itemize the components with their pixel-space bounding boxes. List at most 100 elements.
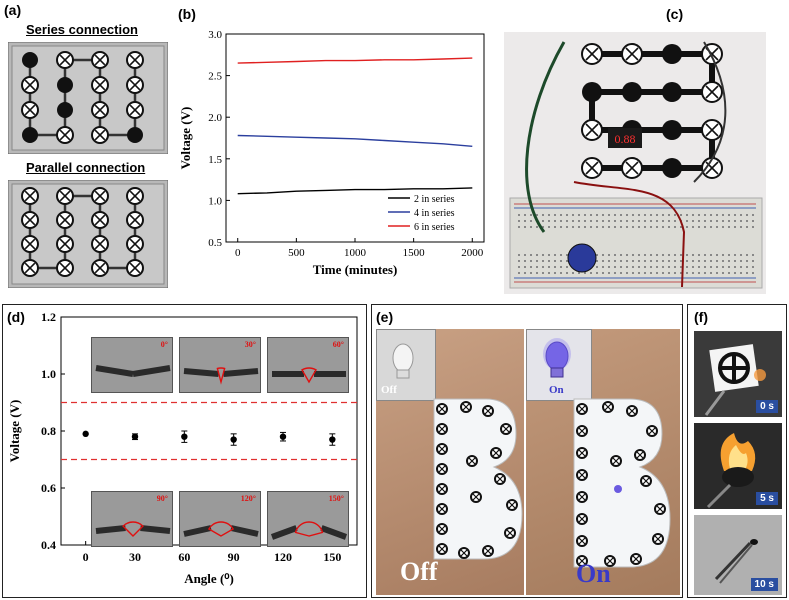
panel-b: (b) 0 500 1000 1500 2000 0.5 1.0 1.5 2.0 2.5 3.0 Ti…: [176, 2, 494, 292]
electrode-array: [581, 43, 723, 179]
y-axis-label: Voltage (V): [178, 107, 193, 170]
parallel-electrode: [56, 235, 74, 253]
panel-e: (e) Off Off On On: [371, 304, 683, 598]
bend-angle-inset: 30°: [179, 337, 261, 393]
parallel-electrode: [126, 211, 144, 229]
bend-angle-label: 30°: [244, 340, 256, 349]
b-electrode: [576, 513, 588, 525]
voltmeter-reading: 0.88: [615, 132, 636, 146]
legend-label: 4 in series: [414, 208, 455, 219]
b-electrode: [436, 543, 448, 555]
y-axis-label: Voltage (V): [7, 400, 22, 463]
b-electrode: [602, 401, 614, 413]
data-point: [329, 436, 336, 443]
y-tick-label: 1.5: [208, 154, 222, 166]
b-electrode: [436, 483, 448, 495]
b-electrode: [436, 443, 448, 455]
parallel-electrode: [91, 259, 109, 277]
bend-angle-label: 120°: [240, 494, 256, 503]
b-electrode: [654, 503, 666, 515]
b-electrode: [490, 447, 502, 459]
parallel-electrode: [126, 259, 144, 277]
b-electrode: [626, 405, 638, 417]
bend-angle-label: 150°: [328, 494, 344, 503]
capacitor: [567, 243, 597, 273]
parallel-electrode: [91, 235, 109, 253]
x-tick-label: 60: [178, 550, 190, 564]
b-electrode: [470, 491, 482, 503]
bend-angle-inset: 150°: [267, 491, 349, 547]
burn-frame-10: 10 s: [694, 515, 782, 595]
y-tick-label: 2.5: [208, 71, 222, 83]
series-electrode: [91, 126, 109, 144]
panel-c: (c) 0.88: [496, 2, 787, 294]
x-tick-label: 30: [129, 550, 141, 564]
array-electrode: [662, 158, 682, 178]
array-electrode: [581, 119, 603, 141]
b-electrode: [466, 455, 478, 467]
b-shaped-device-on: [573, 398, 671, 568]
y-tick-label: 1.2: [41, 310, 56, 324]
series-electrode: [21, 76, 39, 94]
led-off-inset: Off: [376, 329, 436, 401]
series-electrode: [56, 126, 74, 144]
series-electrode: [126, 101, 144, 119]
on-caption: On: [576, 559, 611, 588]
array-electrode: [662, 120, 682, 140]
series-line: [237, 134, 473, 147]
data-point: [279, 433, 287, 440]
parallel-electrode: [21, 235, 39, 253]
bend-angle-inset: 120°: [179, 491, 261, 547]
series-electrode: [56, 51, 74, 69]
b-electrode: [436, 423, 448, 435]
bend-angle-label: 0°: [160, 340, 168, 349]
y-tick-label: 3.0: [208, 29, 222, 41]
b-electrode: [436, 523, 448, 535]
b-electrode: [576, 555, 588, 567]
x-tick-label: 90: [228, 550, 240, 564]
panel-a: (a) Series connection Parallel connectio…: [2, 2, 174, 292]
b-electrode: [634, 449, 646, 461]
series-electrode: [22, 127, 38, 143]
x-tick-label: 1500: [403, 247, 426, 259]
data-point: [82, 430, 89, 438]
bend-angle-label: 90°: [156, 494, 168, 503]
array-electrode: [622, 82, 642, 102]
led-on-inset: On: [526, 329, 592, 401]
b-electrode: [494, 473, 506, 485]
panel-c-label: (c): [666, 6, 684, 22]
series-electrode: [126, 76, 144, 94]
b-electrode: [460, 401, 472, 413]
b-electrode: [652, 533, 664, 545]
panel-b-label: (b): [178, 6, 196, 22]
b-electrode: [482, 545, 494, 557]
b-electrode: [436, 463, 448, 475]
b-electrode: [436, 403, 448, 415]
data-point: [230, 436, 237, 443]
parallel-electrode-grid: [21, 187, 144, 277]
burn-frame-5: 5 s: [694, 423, 782, 509]
panel-d-label: (d): [7, 309, 25, 325]
x-tick-label: 0: [83, 550, 89, 564]
off-caption: Off: [400, 557, 438, 586]
b-electrode: [630, 553, 642, 565]
b-electrode: [458, 547, 470, 559]
off-photo: Off Off: [376, 329, 524, 595]
y-tick-label: 0.8: [41, 424, 56, 438]
x-axis-label: Time (minutes): [313, 262, 398, 277]
panel-d: (d) 0 30 60 90 120 150 0.4 0.6 0.8 1.0 1.2 Angle (⁰…: [2, 304, 367, 598]
series-electrode: [57, 102, 73, 118]
x-tick-label: 1000: [344, 247, 367, 259]
panel-e-label: (e): [376, 309, 394, 325]
time-badge-10: 10 s: [750, 578, 778, 591]
b-electrode: [576, 469, 588, 481]
voltmeter-display: [608, 128, 642, 148]
array-electrode: [701, 119, 723, 141]
led-off-label: Off: [381, 384, 397, 396]
array-electrode: [621, 157, 643, 179]
series-line: [237, 57, 473, 64]
x-tick-label: 500: [288, 247, 305, 259]
series-electrode: [22, 52, 38, 68]
parallel-electrode: [56, 211, 74, 229]
legend-label: 6 in series: [414, 222, 455, 233]
